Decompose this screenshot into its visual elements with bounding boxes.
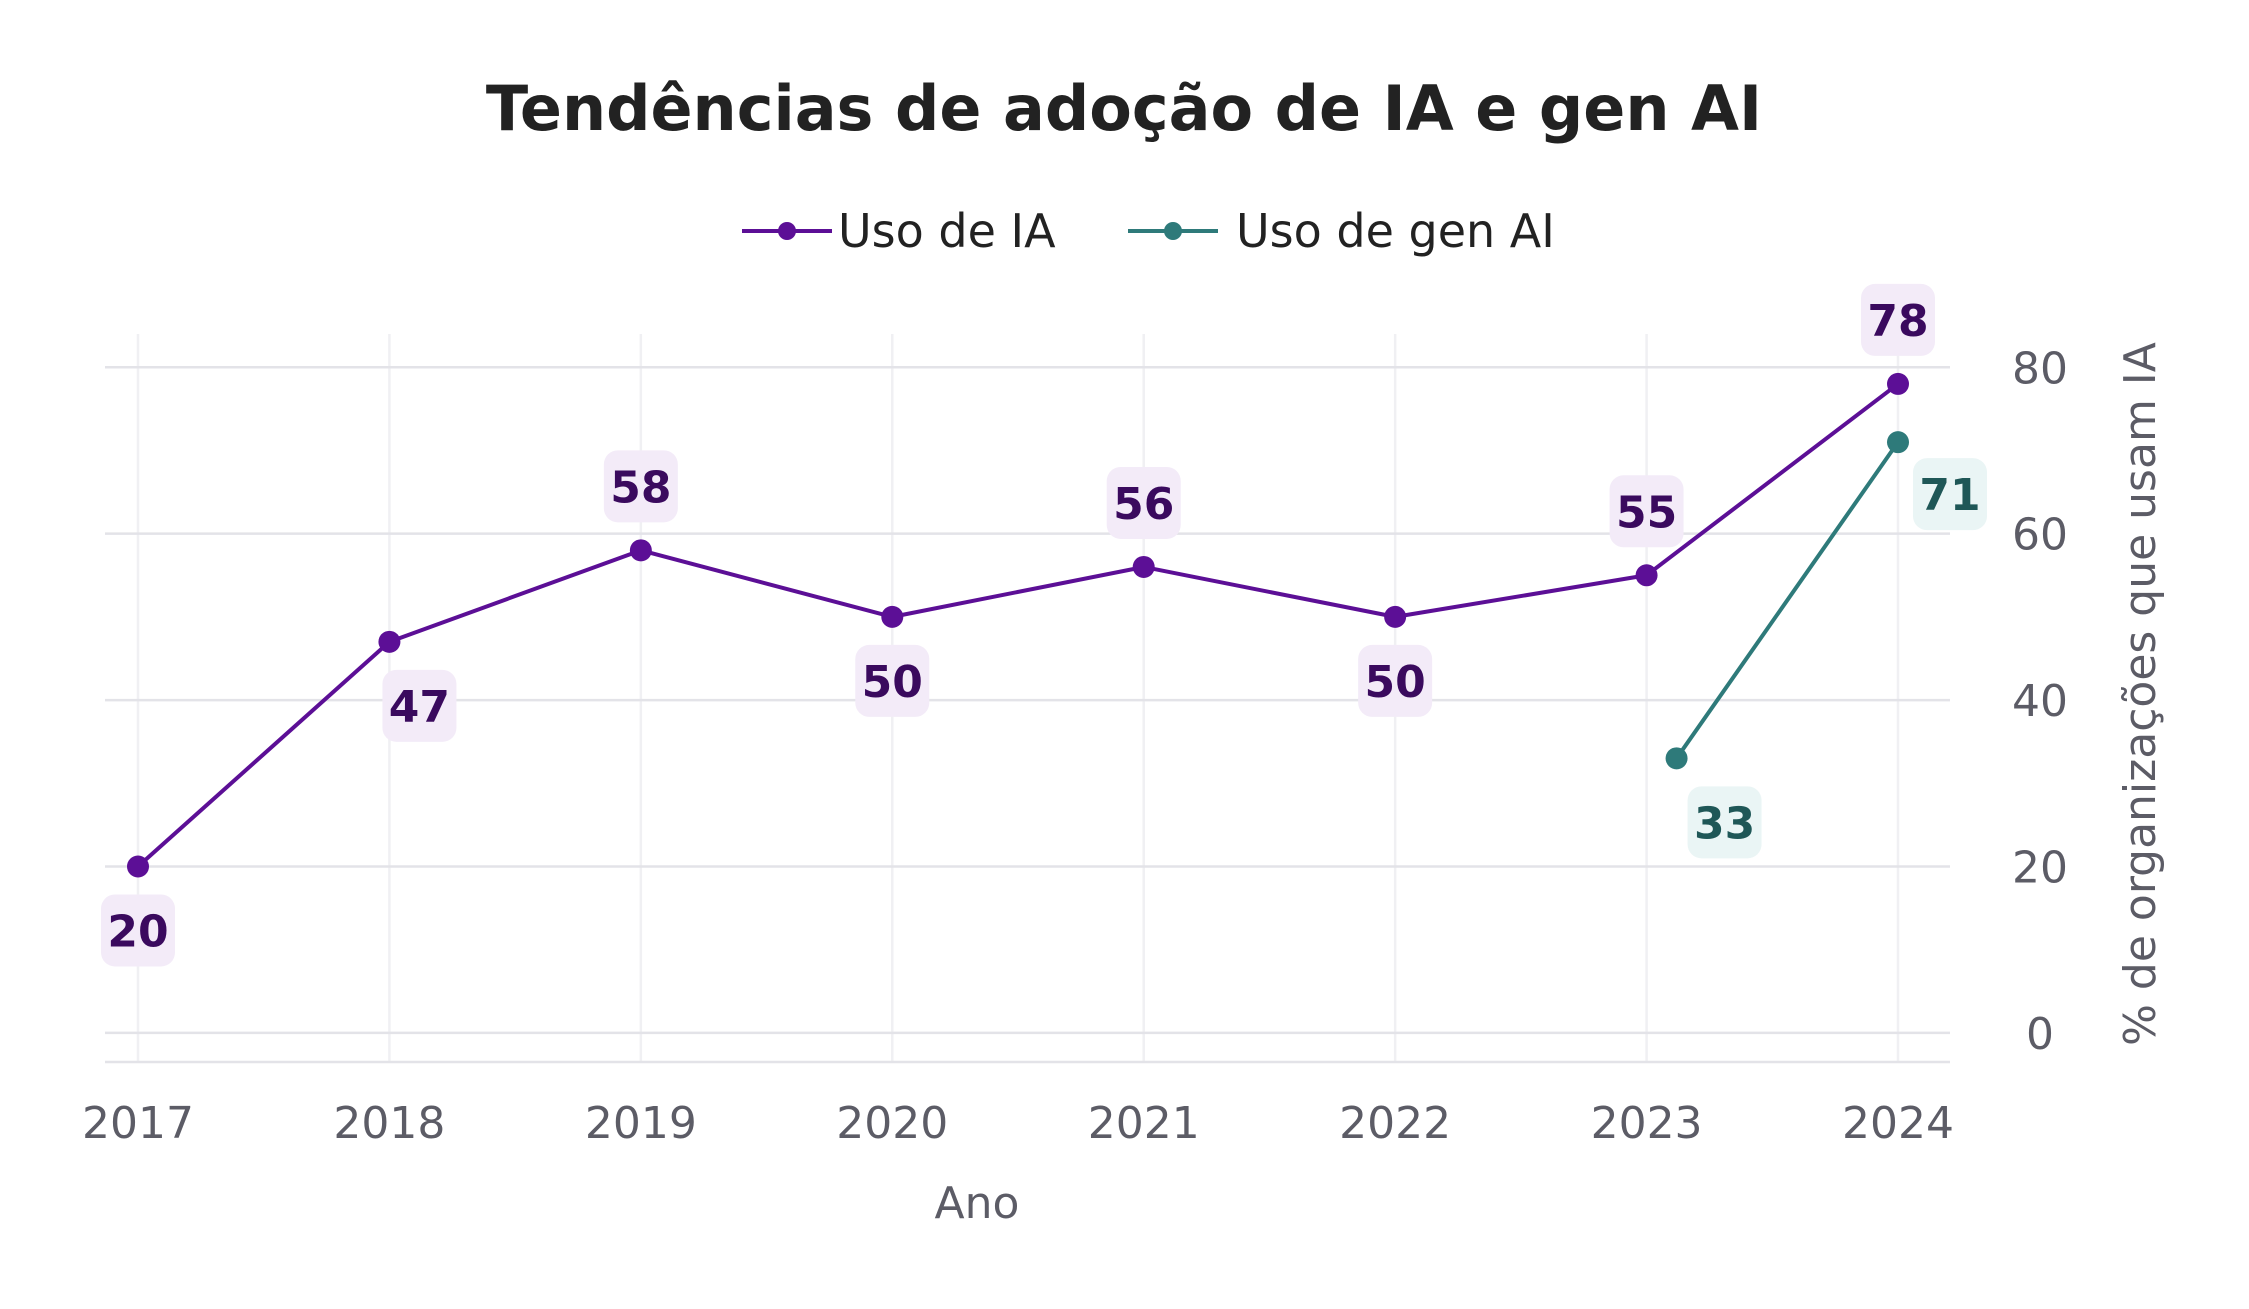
- data-point-uso-de-gen-ai-2023[interactable]: [1665, 747, 1688, 770]
- data-label-bg-uso-de-ia-2024: [1861, 283, 1935, 356]
- legend-marker-uso-de-ia: [778, 222, 796, 240]
- x-tick-label-2020: 2020: [836, 1098, 948, 1149]
- legend-label-uso-de-gen-ai: Uso de gen AI: [1236, 204, 1555, 258]
- grid-layer: [105, 334, 1950, 1062]
- y-tick-label-0: 0: [2026, 1009, 2054, 1060]
- data-point-uso-de-ia-2018[interactable]: [378, 630, 401, 653]
- data-point-uso-de-ia-2020[interactable]: [881, 605, 904, 628]
- data-label-bg-uso-de-gen-ai-2023: [1687, 786, 1762, 859]
- data-label-bg-uso-de-ia-2023: [1609, 475, 1684, 548]
- series-line-uso-de-ia: [136, 381, 1900, 869]
- series-line-uso-de-gen-ai: [1674, 440, 1900, 761]
- data-label-uso-de-ia-2020: 50: [862, 657, 923, 708]
- legend-item-uso-de-ia[interactable]: Uso de IA: [742, 204, 1056, 258]
- legend-label-uso-de-ia: Uso de IA: [838, 204, 1056, 258]
- data-label-bg-uso-de-ia-2021: [1106, 466, 1181, 539]
- data-label-uso-de-ia-2023: 55: [1616, 487, 1677, 538]
- data-point-uso-de-ia-2024[interactable]: [1887, 372, 1909, 395]
- data-label-uso-de-ia-2024: 78: [1867, 296, 1928, 347]
- legend-marker-uso-de-gen-ai: [1164, 222, 1182, 240]
- x-tick-label-2021: 2021: [1088, 1098, 1200, 1149]
- x-tick-label-2023: 2023: [1591, 1098, 1703, 1149]
- x-tick-label-2018: 2018: [333, 1098, 445, 1149]
- data-label-bg-uso-de-ia-2020: [855, 644, 930, 717]
- y-tick-label-40: 40: [2012, 676, 2068, 727]
- data-point-uso-de-gen-ai-2024[interactable]: [1887, 431, 1909, 454]
- data-point-uso-de-ia-2023[interactable]: [1635, 564, 1658, 587]
- data-label-bg-uso-de-ia-2019: [603, 450, 678, 523]
- data-label-uso-de-ia-2022: 50: [1365, 657, 1426, 708]
- data-point-uso-de-ia-2019[interactable]: [629, 539, 652, 562]
- x-tick-label-2019: 2019: [585, 1098, 697, 1149]
- x-axis-title: Ano: [935, 1178, 1020, 1229]
- y-tick-label-60: 60: [2012, 510, 2068, 561]
- data-label-bg-uso-de-gen-ai-2024: [1913, 458, 1987, 531]
- legend[interactable]: Uso de IA Uso de gen AI: [742, 204, 1555, 258]
- data-label-uso-de-ia-2019: 58: [610, 462, 671, 513]
- legend-item-uso-de-gen-ai[interactable]: Uso de gen AI: [1128, 204, 1555, 258]
- y-axis-title: % de organizações que usam IA: [2115, 342, 2166, 1046]
- x-tick-label-2024: 2024: [1842, 1098, 1954, 1149]
- data-point-uso-de-ia-2017[interactable]: [127, 855, 149, 878]
- data-point-uso-de-ia-2021[interactable]: [1132, 555, 1155, 578]
- data-label-uso-de-ia-2017: 20: [107, 906, 168, 957]
- data-point-uso-de-ia-2022[interactable]: [1384, 605, 1407, 628]
- data-label-bg-uso-de-ia-2018: [382, 669, 457, 742]
- data-label-uso-de-gen-ai-2024: 71: [1919, 470, 1980, 521]
- series-layer: [127, 372, 1909, 878]
- x-tick-label-2017: 2017: [82, 1098, 194, 1149]
- chart-title: Tendências de adoção de IA e gen AI: [486, 72, 1762, 145]
- y-tick-label-20: 20: [2012, 842, 2068, 893]
- data-label-uso-de-ia-2021: 56: [1113, 479, 1174, 530]
- data-label-uso-de-ia-2018: 47: [389, 682, 450, 733]
- data-label-uso-de-gen-ai-2023: 33: [1694, 798, 1755, 849]
- x-tick-label-2022: 2022: [1339, 1098, 1451, 1149]
- data-label-bg-uso-de-ia-2022: [1358, 644, 1433, 717]
- y-tick-label-80: 80: [2012, 343, 2068, 394]
- label-layer: 20 47 58 50 56 50 55 78 33 71: [101, 283, 1987, 967]
- data-label-bg-uso-de-ia-2017: [101, 894, 175, 967]
